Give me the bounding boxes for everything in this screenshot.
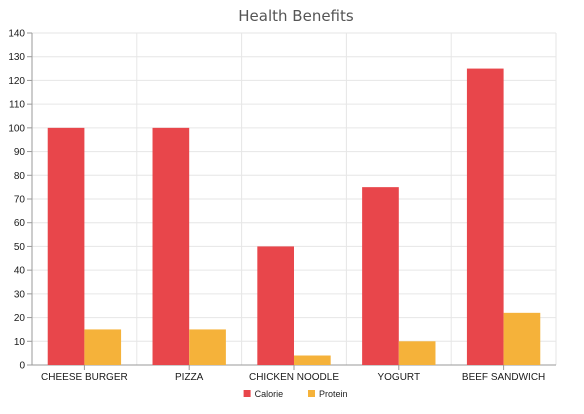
bar-protein[interactable] — [294, 355, 331, 365]
bar-protein[interactable] — [503, 312, 541, 365]
y-tick-label: 0 — [19, 361, 25, 372]
y-tick-label: 140 — [8, 29, 25, 40]
y-tick-label: 40 — [14, 266, 26, 277]
bar-calorie[interactable] — [466, 68, 504, 366]
bar-protein[interactable] — [398, 341, 436, 365]
y-tick-label: 10 — [14, 337, 26, 348]
chart-title: Health Benefits — [238, 7, 354, 25]
y-tick-label: 90 — [14, 147, 26, 158]
legend-label: Calorie — [255, 389, 284, 399]
legend-item-protein[interactable]: Protein — [308, 389, 348, 399]
y-tick-label: 80 — [14, 171, 26, 182]
x-tick-label: PIZZA — [175, 372, 204, 383]
y-tick-label: 110 — [9, 100, 25, 111]
y-tick-label: 20 — [14, 313, 26, 324]
y-tick-label: 130 — [8, 52, 25, 63]
y-tick-label: 60 — [14, 218, 26, 229]
x-tick-label: YOGURT — [377, 372, 420, 383]
legend-swatch — [243, 390, 251, 397]
bar-calorie[interactable] — [362, 187, 399, 365]
legend-swatch — [308, 390, 315, 397]
bar-calorie[interactable] — [152, 127, 190, 365]
bar-protein[interactable] — [84, 329, 122, 365]
x-tick-label: CHEESE BURGER — [41, 372, 128, 383]
x-tick-label: BEEF SANDWICH — [462, 372, 545, 383]
y-tick-label: 120 — [8, 76, 25, 87]
legend-label: Protein — [319, 389, 348, 399]
bar-protein[interactable] — [189, 329, 226, 365]
y-tick-label: 100 — [8, 123, 25, 134]
legend-item-calorie[interactable]: Calorie — [243, 389, 284, 399]
bars-layer — [47, 68, 541, 366]
y-tick-label: 70 — [14, 195, 26, 206]
x-tick-label: CHICKEN NOODLE — [249, 372, 339, 383]
y-tick-label: 30 — [14, 289, 26, 300]
bar-calorie[interactable] — [47, 127, 85, 365]
bar-calorie[interactable] — [257, 246, 294, 365]
grid-layer — [31, 32, 557, 365]
y-tick-label: 50 — [14, 242, 26, 253]
legend[interactable]: Calorie Protein — [243, 389, 348, 399]
